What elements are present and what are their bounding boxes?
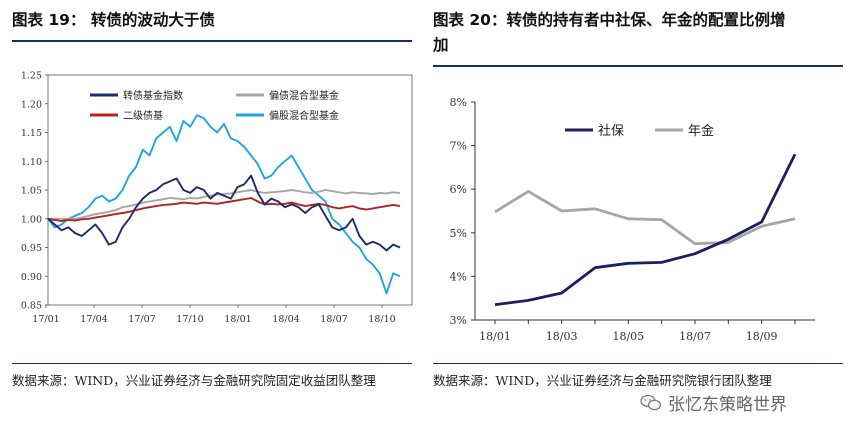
left-source-note: 数据来源：WIND，兴业证券经济与金融研究院固定收益团队整理 xyxy=(12,373,376,388)
x-tick-label: 17/01 xyxy=(32,314,59,325)
y-tick-label: 1.25 xyxy=(21,71,42,82)
y-tick-label: 1.15 xyxy=(21,128,42,139)
watermark: 张忆东策略世界 xyxy=(640,390,787,415)
y-tick-label: 7% xyxy=(450,140,467,153)
x-tick-label: 18/04 xyxy=(272,314,299,325)
series-line-3 xyxy=(47,197,401,222)
y-tick-label: 1.10 xyxy=(21,157,42,168)
right-chart-title: 图表 20：转债的持有者中社保、年金的配置比例增 加 xyxy=(433,8,843,58)
legend-label-3: 二级债基 xyxy=(123,109,163,122)
y-tick-label: 5% xyxy=(450,227,467,240)
y-tick-label: 6% xyxy=(450,183,467,196)
legend-label-2: 年金 xyxy=(688,123,714,139)
y-tick-label: 1.00 xyxy=(21,214,42,225)
watermark-text: 张忆东策略世界 xyxy=(668,395,787,415)
x-tick-label: 18/01 xyxy=(224,314,251,325)
y-tick-label: 0.85 xyxy=(21,301,42,312)
left-chart-title: 图表 19： 转债的波动大于债 xyxy=(12,11,215,29)
right-source-note: 数据来源：WIND，兴业证券经济与金融研究院银行团队整理 xyxy=(433,373,772,388)
right-source-rule xyxy=(433,363,843,364)
left-title-rule xyxy=(12,40,412,42)
x-tick-label: 18/09 xyxy=(746,330,778,343)
left-chart: 0.85 0.90 0.95 1.00 1.05 1.10 1.15 1.20 1.25 17/0… xyxy=(21,71,413,325)
right-chart: 3% 4% 5% 6% 7% 8% 18/01 18/03 18/05 18/07 18/09 社保 年… xyxy=(450,96,815,343)
x-tick-label: 17/10 xyxy=(176,314,203,325)
series-line-2 xyxy=(494,190,796,246)
left-source-rule xyxy=(12,363,412,364)
x-tick-label: 17/07 xyxy=(128,314,155,325)
wechat-icon xyxy=(640,394,662,410)
series-line-1 xyxy=(47,174,401,252)
legend-label-4: 偏股混合型基金 xyxy=(269,109,339,122)
legend-label-1: 转债基金指数 xyxy=(123,89,183,102)
y-tick-label: 0.90 xyxy=(21,272,42,283)
right-title-line2: 加 xyxy=(433,36,449,54)
series-line-4 xyxy=(47,114,401,295)
series-line-1 xyxy=(494,153,797,307)
legend-label-1: 社保 xyxy=(598,123,624,139)
y-tick-label: 4% xyxy=(450,270,467,283)
x-tick-label: 17/04 xyxy=(80,314,107,325)
legend-label-2: 偏债混合型基金 xyxy=(269,89,339,102)
y-tick-label: 1.20 xyxy=(21,99,42,110)
x-tick-label: 18/07 xyxy=(679,330,711,343)
x-tick-label: 18/03 xyxy=(546,330,578,343)
y-tick-label: 3% xyxy=(450,314,467,327)
x-tick-label: 18/01 xyxy=(479,330,511,343)
plot-frame xyxy=(47,74,413,306)
series-line-2 xyxy=(48,189,401,220)
right-title-rule xyxy=(433,65,843,67)
y-tick-label: 8% xyxy=(450,96,467,109)
y-tick-label: 1.05 xyxy=(21,186,42,197)
x-tick-label: 18/07 xyxy=(320,314,347,325)
right-title-line1: 图表 20：转债的持有者中社保、年金的配置比例增 xyxy=(433,11,786,29)
y-tick-label: 0.95 xyxy=(21,243,42,254)
x-tick-label: 18/05 xyxy=(612,330,644,343)
x-tick-label: 18/10 xyxy=(368,314,395,325)
